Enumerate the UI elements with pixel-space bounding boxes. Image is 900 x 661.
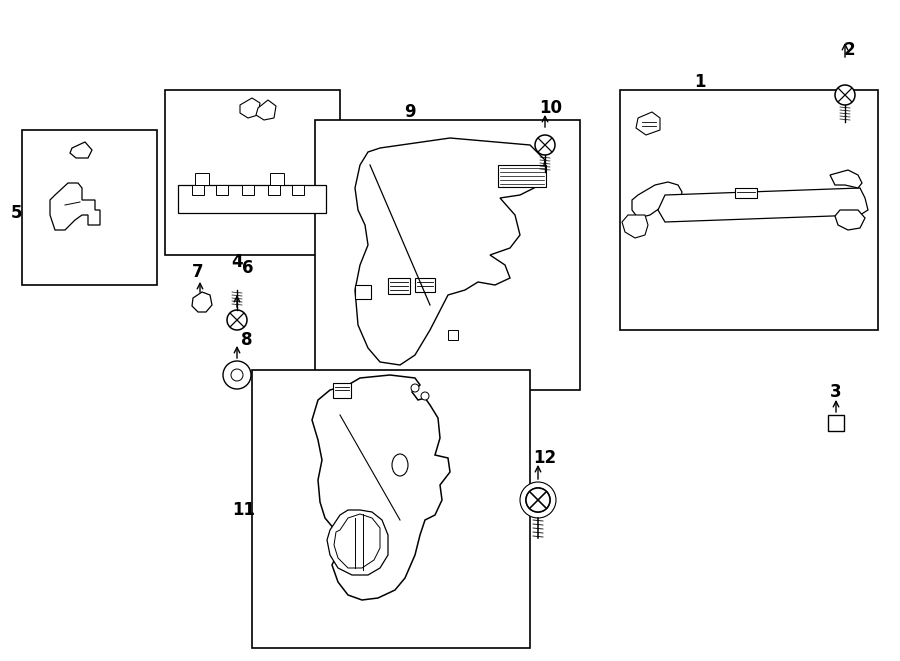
Bar xyxy=(270,173,284,185)
Circle shape xyxy=(535,135,555,155)
Circle shape xyxy=(835,85,855,105)
Bar xyxy=(252,370,530,648)
Bar xyxy=(415,278,435,292)
Text: 2: 2 xyxy=(843,41,855,59)
Bar xyxy=(165,90,340,255)
Bar xyxy=(333,383,351,398)
Circle shape xyxy=(223,361,251,389)
Circle shape xyxy=(231,369,243,381)
Polygon shape xyxy=(835,210,865,230)
Bar xyxy=(292,185,304,195)
Text: 11: 11 xyxy=(232,501,256,519)
Text: 5: 5 xyxy=(10,204,22,222)
Polygon shape xyxy=(830,170,862,188)
Text: 1: 1 xyxy=(694,73,706,91)
Text: 9: 9 xyxy=(404,103,416,121)
Polygon shape xyxy=(622,215,648,238)
Bar xyxy=(315,120,580,390)
Circle shape xyxy=(526,488,550,512)
Circle shape xyxy=(411,384,419,392)
Polygon shape xyxy=(632,182,682,218)
Bar xyxy=(192,185,204,195)
Text: 7: 7 xyxy=(193,263,203,281)
Text: 3: 3 xyxy=(830,383,842,401)
Polygon shape xyxy=(636,112,660,135)
Polygon shape xyxy=(658,188,868,222)
Bar xyxy=(828,415,844,431)
Bar xyxy=(355,285,371,299)
Polygon shape xyxy=(334,514,380,568)
Text: 8: 8 xyxy=(241,331,253,349)
Text: 12: 12 xyxy=(534,449,556,467)
Circle shape xyxy=(421,392,429,400)
Polygon shape xyxy=(50,183,100,230)
Bar xyxy=(735,188,757,198)
Text: 4: 4 xyxy=(231,253,243,271)
Bar xyxy=(448,330,458,340)
Polygon shape xyxy=(312,375,450,600)
Bar xyxy=(620,90,878,330)
Text: 10: 10 xyxy=(539,99,562,117)
Circle shape xyxy=(227,310,247,330)
Bar xyxy=(268,185,280,195)
Ellipse shape xyxy=(392,454,408,476)
Bar xyxy=(195,173,209,185)
Polygon shape xyxy=(240,98,260,118)
Circle shape xyxy=(526,488,550,512)
Bar xyxy=(216,185,228,195)
Text: 6: 6 xyxy=(242,259,254,277)
Bar xyxy=(178,185,326,213)
Polygon shape xyxy=(327,510,388,575)
Bar xyxy=(498,165,546,187)
Polygon shape xyxy=(355,138,545,365)
Polygon shape xyxy=(256,100,276,120)
Bar xyxy=(242,185,254,195)
Circle shape xyxy=(520,482,556,518)
Bar xyxy=(388,278,410,294)
Polygon shape xyxy=(70,142,92,158)
Bar xyxy=(22,130,157,285)
Polygon shape xyxy=(192,292,212,312)
